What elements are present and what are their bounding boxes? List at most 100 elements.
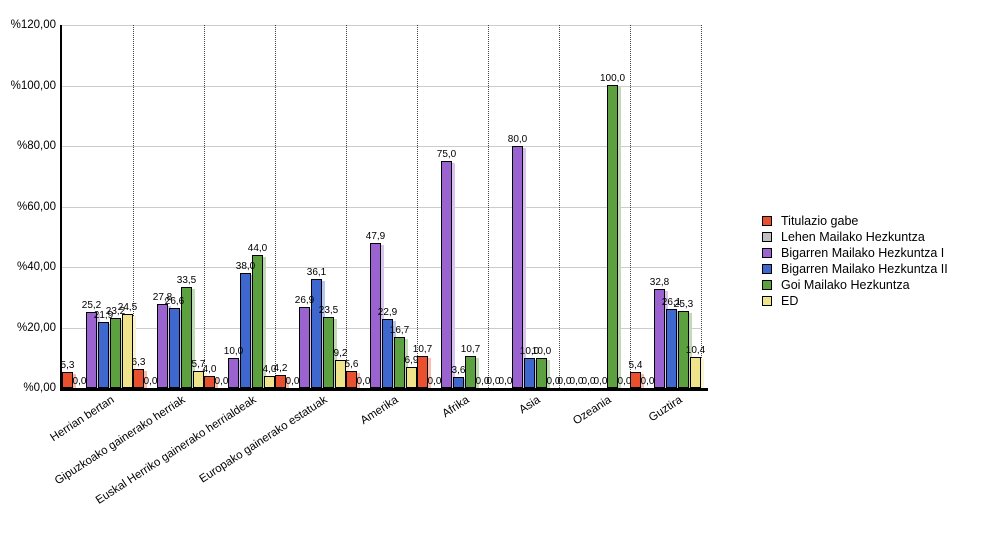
- bar-value-label: 0,0: [557, 376, 572, 387]
- bar-value-label: 5,4: [628, 360, 643, 371]
- y-tick-label: %100,00: [10, 79, 56, 92]
- bar-slot: 0,0: [487, 25, 501, 388]
- bar-slot: 36,1: [307, 25, 326, 388]
- bar: [275, 375, 286, 388]
- bar-value-label: 0,0: [617, 376, 632, 387]
- bar-value-label: 10,0: [223, 346, 244, 357]
- bar-value-label: 9,2: [333, 348, 348, 359]
- bar-slot: 38,0: [236, 25, 255, 388]
- bar-value-label: 5,7: [191, 359, 206, 370]
- bar-slot: 47,9: [366, 25, 385, 388]
- y-tick-label: %80,00: [16, 140, 56, 152]
- bar-value-label: 36,1: [306, 267, 327, 278]
- bar-value-label: 23,5: [318, 305, 339, 316]
- category-label: Afrika: [439, 394, 472, 421]
- category-group: 5,3 0,0 25,2 21,9 23,2 24,5: [60, 25, 137, 388]
- bar-slot: 25,3: [674, 25, 693, 388]
- bar-value-label: 0,0: [143, 376, 158, 387]
- bar-slot: 26,9: [295, 25, 314, 388]
- bar-value-label: 3,6: [451, 365, 466, 376]
- bar-value-label: 26,9: [294, 295, 315, 306]
- bar-slot: 5,7: [191, 25, 206, 388]
- bar-slot: 100,0: [600, 25, 625, 388]
- bar-slot: 75,0: [437, 25, 456, 388]
- bar: [394, 337, 405, 388]
- category-label: Guztira: [646, 394, 685, 425]
- legend-item: Bigarren Mailako Hezkuntza I: [762, 245, 948, 261]
- bar: [264, 376, 275, 388]
- bar-slot: 5,6: [345, 25, 358, 388]
- gridline-h: [62, 206, 701, 208]
- bar-slot: 23,5: [319, 25, 338, 388]
- bar-value-label: 0,0: [581, 376, 596, 387]
- bar: [630, 372, 641, 388]
- bar-slot: 9,2: [333, 25, 348, 388]
- bar-slot: 0,0: [557, 25, 572, 388]
- bar: [311, 279, 322, 388]
- legend-label: Bigarren Mailako Hezkuntza II: [781, 262, 948, 276]
- bar: [512, 146, 523, 388]
- bar: [536, 358, 547, 388]
- bar-slot: 0,0: [357, 25, 371, 388]
- bar-slot: 33,5: [177, 25, 196, 388]
- bar-value-label: 0,0: [546, 376, 561, 387]
- category-separator: [630, 25, 631, 388]
- category-separator: [559, 25, 560, 388]
- bar: [335, 360, 346, 388]
- bar-value-label: 4,0: [262, 364, 277, 375]
- bar-slot: 0,0: [143, 25, 158, 388]
- bar-value-label: 80,0: [507, 134, 528, 145]
- gridline-h: [62, 146, 701, 147]
- category-group: 5,6 0,0 47,9 22,9 16,7 6,9: [345, 25, 418, 388]
- bar-value-label: 10,0: [519, 346, 540, 357]
- bar-slot: 10,0: [532, 25, 551, 388]
- bar-value-label: 4,0: [202, 364, 217, 375]
- bar-slot: 10,7: [461, 25, 480, 388]
- bar-value-label: 44,0: [247, 243, 268, 254]
- bar: [228, 358, 239, 388]
- bar-value-label: 25,2: [81, 300, 102, 311]
- bar-value-label: 0,0: [475, 376, 490, 387]
- bar: [323, 317, 334, 388]
- bar-value-label: 0,0: [569, 376, 584, 387]
- category-group: 0,0 0,0 80,0 10,0 10,0 0,0: [487, 25, 561, 388]
- bar: [382, 319, 393, 388]
- bar-value-label: 5,3: [60, 360, 75, 371]
- legend-item: Goi Mailako Hezkuntza: [762, 277, 948, 293]
- bar-slot: 4,0: [262, 25, 277, 388]
- legend-item: ED: [762, 293, 948, 309]
- legend-label: Titulazio gabe: [781, 214, 859, 228]
- bar-slot: 10,4: [686, 25, 705, 388]
- bar-value-label: 0,0: [640, 376, 655, 387]
- bar: [86, 312, 97, 388]
- legend-label: ED: [781, 294, 799, 308]
- category-separator: [701, 25, 702, 388]
- bar-value-label: 75,0: [436, 149, 457, 160]
- bar: [346, 371, 357, 388]
- bar-slot: 10,0: [224, 25, 243, 388]
- bar-value-label: 10,7: [412, 344, 433, 355]
- category-group: 6,3 0,0 27,8 26,6 33,5 5,7: [132, 25, 206, 388]
- legend-swatch: [762, 280, 772, 290]
- category-label: Gipuzkoako gainerako herriak: [52, 394, 188, 488]
- bar-value-label: 26,1: [661, 297, 682, 308]
- bar: [62, 372, 73, 388]
- y-tick-label: %20,00: [16, 321, 56, 334]
- bar-value-label: 10,0: [531, 346, 552, 357]
- bar-value-label: 32,8: [649, 277, 670, 288]
- category-group: 10,7 0,0 75,0 3,6 10,7 0,0: [413, 25, 490, 388]
- bar-value-label: 0,0: [72, 376, 87, 387]
- gridline-h: [62, 327, 701, 329]
- bar: [98, 322, 109, 388]
- bar: [157, 304, 168, 388]
- bar-value-label: 10,4: [685, 345, 706, 356]
- legend-item: Bigarren Mailako Hezkuntza II: [762, 261, 948, 277]
- bar-slot: 44,0: [248, 25, 267, 388]
- bar-slot: 0,0: [546, 25, 561, 388]
- bar-slot: 80,0: [508, 25, 527, 388]
- bar: [607, 85, 618, 388]
- bar-slot: 0,0: [581, 25, 596, 388]
- bar-slot: 0,0: [569, 25, 584, 388]
- category-group: 4,2 0,0 26,9 36,1 23,5 9,2: [274, 25, 348, 388]
